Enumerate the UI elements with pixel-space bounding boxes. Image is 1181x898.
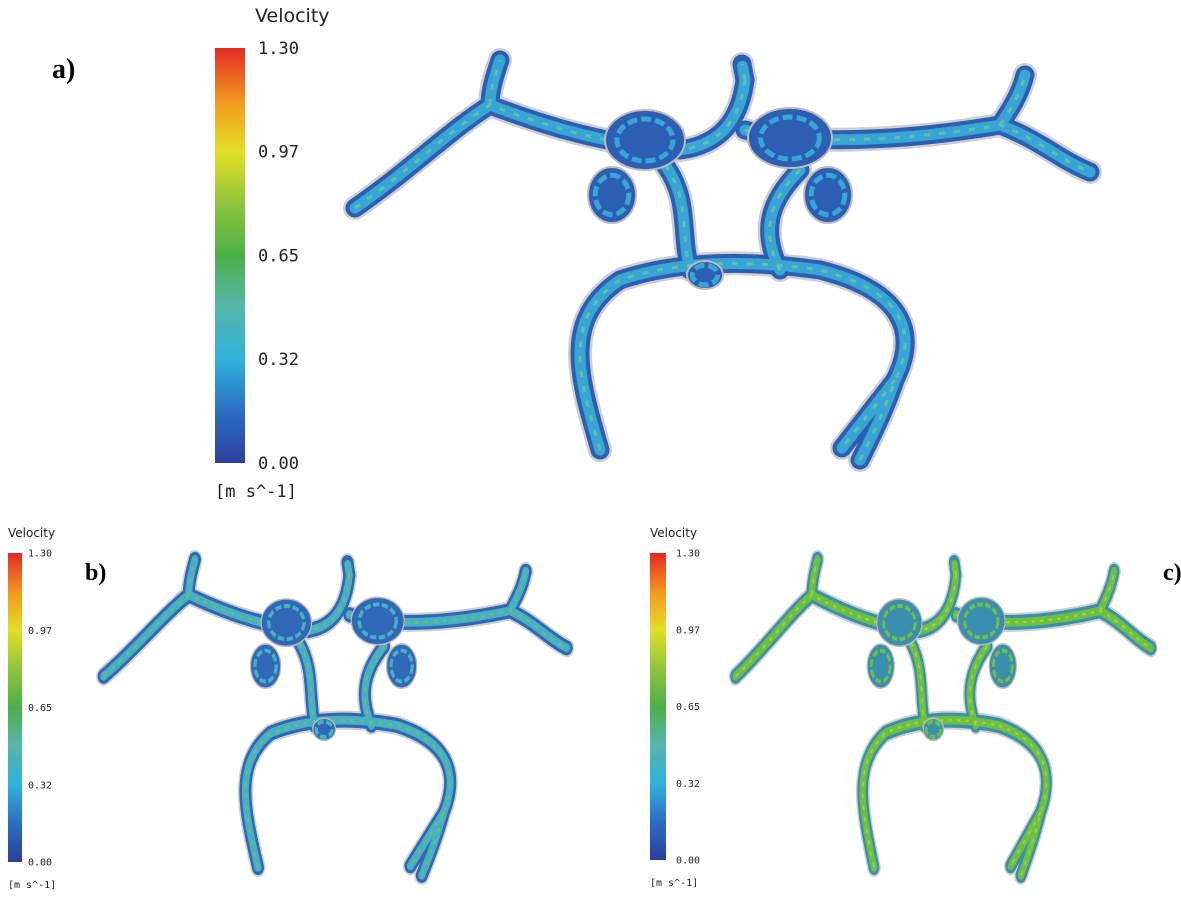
- aneurysm-flow: [991, 648, 1014, 684]
- legend-tick-label: 1.30: [676, 549, 700, 560]
- legend-tick-label: 0.32: [28, 780, 52, 791]
- streamline: [187, 559, 196, 595]
- panel-label: c): [1163, 560, 1181, 586]
- legend-tick-label: 0.97: [676, 625, 700, 636]
- aneurysm-flow: [689, 262, 721, 288]
- legend-tick-label: 0.32: [676, 779, 700, 790]
- streamline: [1007, 807, 1044, 871]
- aneurysm-flow: [614, 116, 676, 164]
- legend-tick-label: 0.00: [676, 856, 700, 867]
- colorbar: [650, 553, 666, 860]
- streamline: [861, 718, 1048, 876]
- streamline: [659, 159, 696, 276]
- aneurysm-flow: [869, 648, 892, 684]
- streamline: [295, 638, 319, 730]
- aneurysm-flow: [924, 719, 942, 739]
- aneurysm-flow: [314, 719, 334, 739]
- panel-label: b): [85, 560, 106, 586]
- streamline: [966, 641, 991, 730]
- panel: a) Velocity 1.30 0.97 0.65 0.32 0.00 [m s^-1]: [52, 5, 1102, 502]
- aneurysm-flow: [758, 114, 822, 162]
- streamline: [354, 79, 747, 210]
- streamline: [836, 374, 901, 454]
- aneurysm-flow: [592, 172, 632, 218]
- streamline: [811, 559, 819, 595]
- vessel-rendering: [343, 48, 1102, 472]
- aneurysm-flow: [963, 602, 1000, 640]
- streamline: [907, 638, 928, 730]
- legend-tick-label: 0.97: [258, 143, 299, 163]
- legend-tick-label: 0.97: [28, 626, 52, 637]
- streamline: [735, 575, 957, 678]
- legend-tick-label: 1.30: [258, 39, 299, 59]
- streamline: [764, 164, 806, 276]
- aneurysm-flow: [389, 648, 414, 684]
- legend-unit: [m s^-1]: [8, 880, 56, 891]
- streamline: [488, 59, 502, 106]
- streamline: [361, 641, 388, 730]
- legend-title: Velocity: [255, 5, 330, 27]
- legend-title: Velocity: [650, 526, 697, 540]
- streamline: [953, 562, 957, 576]
- streamline: [1099, 570, 1115, 612]
- legend-tick-label: 0.65: [28, 703, 52, 714]
- panel-label: a): [52, 54, 75, 85]
- streamline: [509, 570, 527, 612]
- legend-tick-label: 0.32: [258, 350, 299, 370]
- panel: b) Velocity 1.30 0.97 0.65 0.32 0.00 [m s^-1]: [8, 526, 575, 891]
- vessel-rendering: [96, 549, 575, 885]
- streamline: [578, 261, 907, 461]
- aneurysm-flow: [808, 172, 848, 218]
- legend-tick-label: 0.65: [676, 702, 700, 713]
- aneurysm-flow: [253, 648, 278, 684]
- legend-tick-label: 0.00: [258, 454, 299, 474]
- panel: c) Velocity 1.30 0.97 0.65 0.32 0.00 [m s^-1]: [650, 526, 1181, 889]
- streamline: [244, 718, 452, 876]
- legend-tick-label: 1.30: [28, 549, 52, 560]
- streamline: [103, 575, 351, 678]
- legend-unit: [m s^-1]: [215, 482, 297, 502]
- aneurysm-flow: [357, 602, 398, 640]
- vessel-rendering: [728, 549, 1158, 885]
- colorbar: [8, 553, 22, 862]
- streamline: [346, 562, 351, 576]
- streamline: [740, 63, 747, 81]
- colorbar: [215, 48, 245, 463]
- streamline: [998, 74, 1027, 126]
- legend-unit: [m s^-1]: [650, 878, 698, 889]
- streamline: [406, 807, 448, 871]
- legend-title: Velocity: [8, 526, 55, 540]
- legend-tick-label: 0.65: [258, 246, 299, 266]
- legend-tick-label: 0.00: [28, 858, 52, 869]
